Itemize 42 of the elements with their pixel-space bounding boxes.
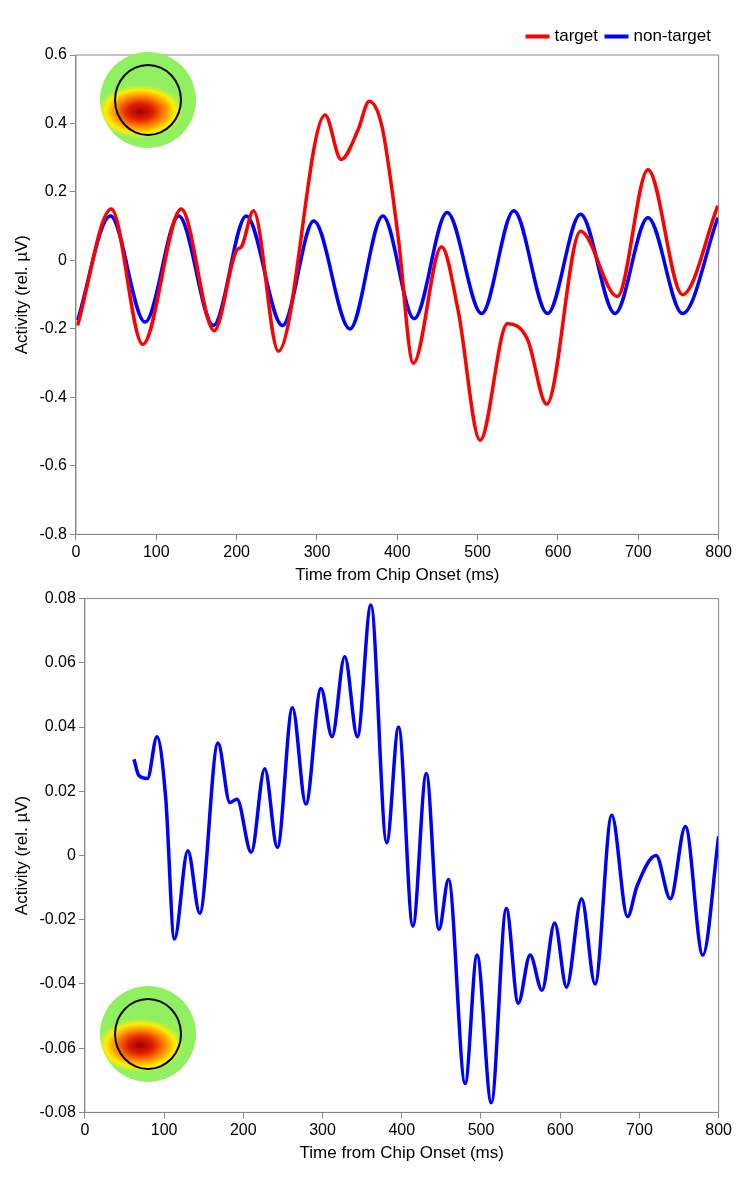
y-tick-label: -0.8 (39, 524, 68, 542)
y-tick-label: 0.6 (44, 45, 68, 63)
line-series (132, 603, 719, 1105)
x-axis-title: Time from Chip Onset (ms) (299, 1143, 504, 1163)
y-tick-label: -0.4 (39, 387, 68, 405)
x-tick-label: 300 (309, 1121, 336, 1139)
x-axis-title: Time from Chip Onset (ms) (295, 565, 500, 585)
y-tick-label: -0.02 (39, 910, 76, 928)
y-tick-label: 0 (58, 250, 68, 268)
y-axis-title: Activity (rel. µV) (11, 235, 31, 355)
y-tick-label: 0 (66, 845, 76, 863)
y-tick-label: 0.06 (44, 653, 76, 671)
y-tick-label: 0.2 (44, 182, 68, 200)
y-tick-label: 0.4 (44, 113, 68, 131)
x-tick-label: 600 (544, 543, 572, 561)
x-tick-label: 100 (142, 543, 170, 561)
y-axis-title: Activity (rel. µV) (11, 795, 31, 916)
x-tick-label: 800 (705, 1121, 733, 1139)
y-tick-label: -0.08 (39, 1102, 76, 1120)
legend-label: target (554, 26, 599, 46)
legend-label: non-target (633, 26, 712, 46)
y-tick-label: -0.2 (39, 319, 68, 337)
x-tick-label: 800 (705, 543, 733, 561)
y-tick-label: 0.02 (44, 781, 76, 799)
y-tick-label: -0.04 (39, 974, 76, 992)
y-tick-label: 0.08 (44, 589, 76, 607)
x-tick-label: 500 (464, 543, 492, 561)
x-tick-label: 200 (229, 1121, 257, 1139)
y-tick-label: 0.04 (44, 717, 76, 735)
x-tick-label: 100 (150, 1121, 178, 1139)
y-tick-label: -0.6 (39, 456, 68, 474)
x-tick-label: 700 (624, 543, 652, 561)
x-tick-label: 400 (388, 1121, 416, 1139)
x-tick-label: 600 (546, 1121, 574, 1139)
x-tick-label: 500 (467, 1121, 495, 1139)
x-tick-label: 400 (383, 543, 411, 561)
x-tick-label: 0 (80, 1121, 90, 1139)
x-tick-label: 200 (223, 543, 251, 561)
line-series (75, 99, 719, 442)
x-tick-label: 700 (626, 1121, 653, 1139)
y-tick-label: -0.06 (39, 1038, 76, 1056)
x-tick-label: 300 (303, 543, 331, 561)
